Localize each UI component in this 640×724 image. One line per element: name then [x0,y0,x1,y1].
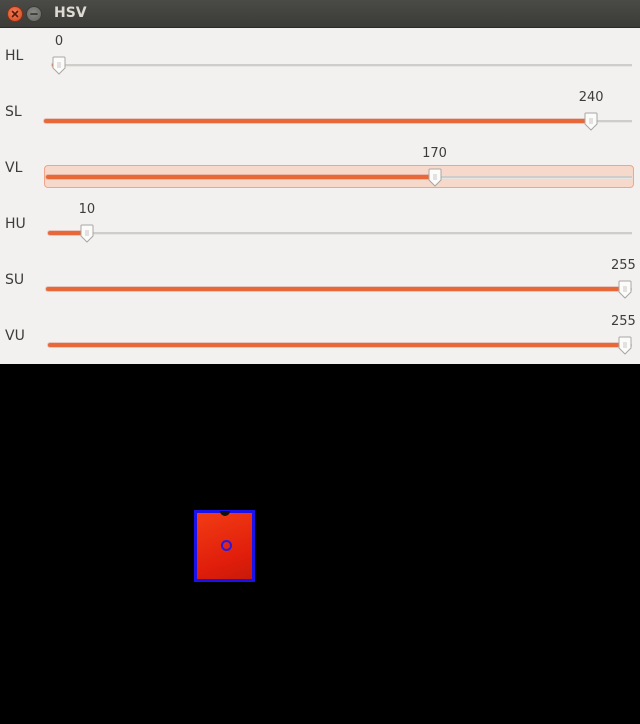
slider-fill [44,119,592,123]
slider-handle-icon [584,112,598,131]
detected-object-box [194,510,255,582]
slider-label: HL [5,48,24,64]
slider-thumb[interactable] [428,168,442,188]
window-title: HSV [54,5,87,21]
minimize-button[interactable] [26,6,42,22]
slider-row-hu: HU 10 [0,196,640,252]
slider-value: 255 [611,314,636,329]
slider-handle-icon [428,168,442,187]
slider-value: 170 [422,146,447,161]
slider-track[interactable] [44,119,632,123]
slider-fill [46,287,625,291]
slider-thumb[interactable] [584,112,598,132]
slider-thumb[interactable] [618,280,632,300]
slider-fill [48,231,87,235]
object-notch [220,511,230,516]
image-viewport [0,364,640,724]
slider-value: 240 [578,90,604,105]
slider-value: 10 [78,202,96,217]
slider-label: SU [5,272,25,288]
slider-track[interactable] [46,175,632,179]
slider-thumb[interactable] [618,336,632,356]
title-bar: HSV [0,0,640,28]
slider-track[interactable] [48,343,632,347]
slider-label: HU [5,216,26,232]
close-button[interactable] [7,6,23,22]
slider-row-hl: HL 0 [0,28,640,84]
slider-label: SL [5,104,22,120]
slider-panel: HL 0 SL 240 VL 170 HU 10 SU 255 VU 255 [0,28,640,364]
slider-row-vu: VU 255 [0,308,640,364]
slider-value: 0 [54,34,64,49]
slider-value: 255 [611,258,636,273]
slider-track[interactable] [48,231,632,235]
slider-track[interactable] [46,287,632,291]
slider-label: VL [5,160,23,176]
slider-thumb[interactable] [52,56,66,76]
slider-handle-icon [618,336,632,355]
slider-thumb[interactable] [80,224,94,244]
minimize-icon [30,13,38,15]
slider-row-sl: SL 240 [0,84,640,140]
slider-handle-icon [80,224,94,243]
slider-label: VU [5,328,25,344]
slider-fill [48,343,625,347]
slider-fill [46,175,435,179]
slider-handle-icon [52,56,66,75]
slider-track[interactable] [52,63,632,67]
slider-row-su: SU 255 [0,252,640,308]
close-icon [11,10,19,18]
slider-row-vl: VL 170 [0,140,640,196]
slider-handle-icon [618,280,632,299]
centroid-marker [221,540,232,551]
